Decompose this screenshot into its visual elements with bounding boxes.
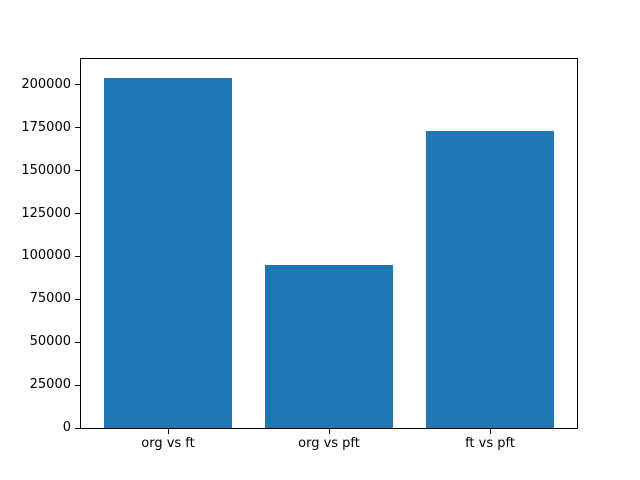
y-tick-label: 150000 — [21, 162, 71, 178]
y-tick-mark — [75, 298, 80, 300]
y-tick-label: 0 — [62, 420, 71, 435]
y-tick-label: 25000 — [29, 377, 71, 393]
plot-area: org vs ft org vs pft ft vs pft 0 25000 50000 7… — [21, 58, 578, 451]
x-tick-mark — [328, 429, 330, 434]
y-tick-mark — [75, 84, 80, 86]
y-tick-label: 200000 — [21, 76, 71, 92]
x-tick-mark — [167, 429, 169, 434]
x-tick-label: org vs pft — [298, 436, 360, 451]
x-tick-label: org vs ft — [141, 436, 195, 451]
y-tick-label: 50000 — [29, 334, 71, 350]
y-tick-label: 100000 — [21, 248, 71, 264]
y-tick-mark — [75, 255, 80, 257]
y-tick-mark — [75, 127, 80, 129]
y-tick-mark — [75, 213, 80, 214]
y-tick-mark — [75, 384, 80, 386]
x-tick-mark — [489, 429, 491, 434]
bar-org-vs-pft — [264, 265, 394, 428]
y-tick-mark — [75, 170, 80, 172]
y-tick-label: 175000 — [21, 119, 71, 135]
y-tick-label: 125000 — [21, 205, 71, 221]
y-tick-mark — [75, 427, 80, 429]
bar-org-vs-ft — [103, 77, 233, 428]
y-tick-label: 75000 — [29, 291, 71, 307]
y-tick-mark — [75, 341, 80, 343]
bar-ft-vs-pft — [425, 131, 555, 428]
x-tick-label: ft vs pft — [465, 436, 515, 451]
